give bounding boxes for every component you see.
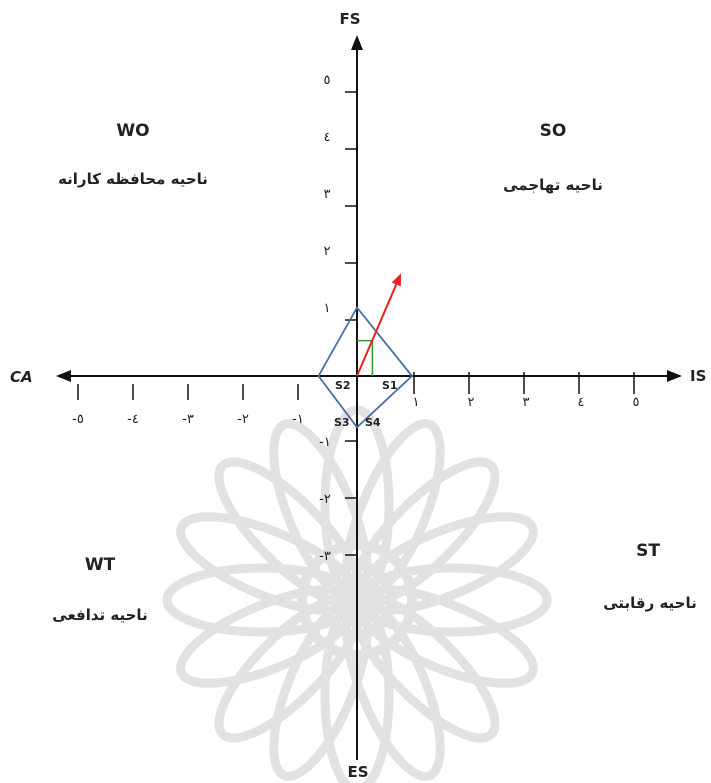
quadrant-code-wo: WO: [116, 121, 149, 141]
x-tick-label: -٥: [72, 412, 84, 427]
x-tick-label: ٥: [633, 395, 640, 410]
quadrant-name-st: ناحیه رقابتی: [603, 594, 697, 612]
y-tick-label: -٣: [319, 549, 331, 564]
strategic-vector: [356, 284, 398, 377]
x-tick-label: -١: [292, 412, 304, 427]
axis-ticks: ١ ٢ ٣ ٤ ٥ -١ -٢ -٣ -٤ -٥ ١ ٢ ٣ ٤ ٥ -١ -٢ -٣: [72, 73, 639, 564]
axis-label-left: CA: [10, 368, 33, 386]
diamond-label-s3: S3: [334, 416, 350, 429]
quadrant-code-wt: WT: [85, 555, 116, 575]
horizontal-axis-left-arrow-icon: [56, 370, 71, 382]
x-tick-label: -٣: [182, 412, 194, 427]
strategic-vector-arrow-icon: [391, 273, 401, 287]
quadrant-name-wo: ناحیه محافظه کارانه: [58, 170, 208, 188]
y-tick-label: ٢: [324, 244, 331, 259]
x-tick-label: ١: [413, 395, 420, 410]
y-tick-label: ١: [324, 301, 331, 316]
quadrant-name-so: ناحیه تهاجمی: [503, 176, 603, 194]
axis-label-top: FS: [339, 10, 360, 28]
y-tick-label: ٤: [324, 130, 331, 145]
diamond-label-s4: S4: [365, 416, 381, 429]
diamond-label-s2: S2: [335, 379, 351, 392]
x-tick-label: -٤: [127, 412, 139, 427]
axis-label-bottom: ES: [347, 763, 368, 781]
diamond-label-s1: S1: [382, 379, 398, 392]
strategy-diamond: [317, 305, 414, 429]
y-tick-label: ٥: [324, 73, 331, 88]
axis-label-right: IS: [690, 367, 706, 385]
vertical-axis-arrow-icon: [351, 35, 363, 50]
x-tick-label: ٣: [523, 395, 530, 410]
y-tick-label: -١: [319, 435, 331, 450]
quadrant-code-st: ST: [636, 541, 660, 561]
quadrant-name-wt: ناحیه تدافعی: [52, 606, 147, 624]
y-tick-label: ٣: [324, 187, 331, 202]
x-tick-label: -٢: [237, 412, 249, 427]
x-tick-label: ٤: [578, 395, 585, 410]
quadrant-code-so: SO: [540, 121, 567, 141]
y-tick-label: -٢: [319, 492, 331, 507]
horizontal-axis-right-arrow-icon: [667, 370, 682, 382]
x-tick-label: ٢: [468, 395, 475, 410]
